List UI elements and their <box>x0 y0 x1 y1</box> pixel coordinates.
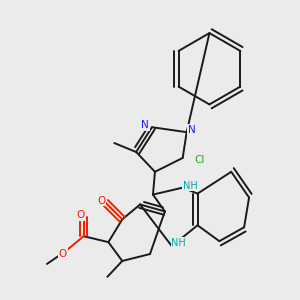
Text: N: N <box>188 125 196 135</box>
Text: N: N <box>141 120 149 130</box>
Text: NH: NH <box>183 181 198 191</box>
Text: O: O <box>76 210 85 220</box>
Text: O: O <box>59 249 67 259</box>
Text: O: O <box>97 196 106 206</box>
Text: Cl: Cl <box>194 155 205 165</box>
Text: NH: NH <box>171 238 186 248</box>
